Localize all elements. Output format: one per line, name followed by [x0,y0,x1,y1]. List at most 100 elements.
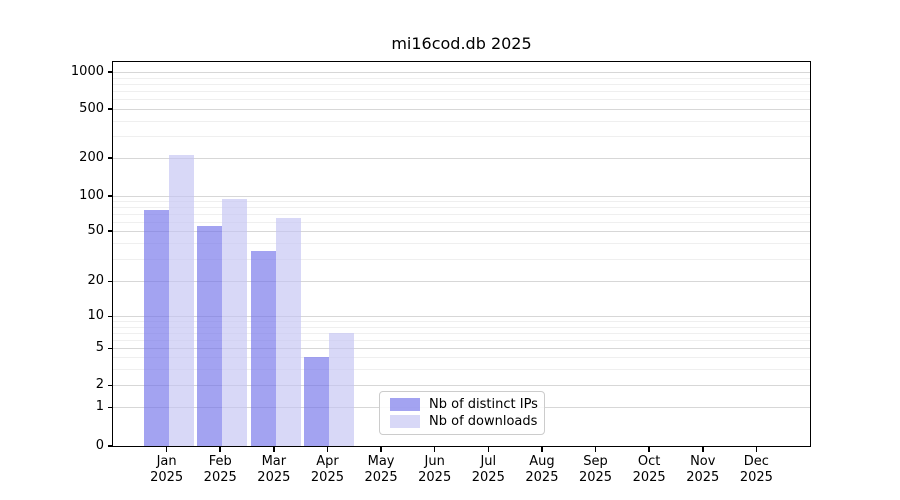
gridline-minor [113,326,810,328]
legend-label-downloads: Nb of downloads [429,414,538,430]
x-tick-mark-dec [755,447,758,452]
gridline-minor [113,207,810,209]
x-tick-year: 2025 [471,470,505,485]
gridline-minor [113,332,810,334]
gridline-major [113,72,810,74]
y-tick-mark-1000 [108,71,113,73]
gridline-minor [113,222,810,223]
gridline-minor [113,259,810,261]
x-tick-month: Oct [637,454,661,469]
x-tick-mark-jan [165,447,168,452]
gridline-minor [113,243,810,245]
gridline-major [113,196,810,198]
legend-swatch-downloads [390,415,420,429]
x-tick-month: Apr [316,454,339,469]
gridline-major [113,158,810,160]
x-tick-label-jan: Jan 2025 [137,454,197,486]
y-tick-mark-500 [108,108,113,110]
x-tick-month: Dec [743,454,769,469]
x-tick-month: May [367,454,395,469]
x-tick-label-sep: Sep 2025 [566,454,626,486]
legend-item-downloads: Nb of downloads [390,414,538,430]
legend-label-distinct-ips: Nb of distinct IPs [429,396,538,412]
y-tick-label-10: 10 [87,308,104,324]
gridline-minor [113,99,810,101]
gridline-minor [113,321,810,323]
x-tick-label-nov: Nov 2025 [673,454,733,486]
chart-title: mi16cod.db 2025 [391,34,532,53]
legend-item-distinct-ips: Nb of distinct IPs [390,396,538,412]
x-tick-month: Aug [529,454,555,469]
x-tick-year: 2025 [525,470,559,485]
y-tick-label-20: 20 [87,273,104,289]
bar-distinct-ips-mar [250,250,276,446]
y-tick-mark-5 [108,347,113,350]
y-tick-label-50: 50 [87,223,104,239]
y-tick-label-0: 0 [95,438,104,453]
y-tick-mark-20 [108,280,113,283]
x-tick-mark-feb [219,447,221,452]
x-tick-label-may: May 2025 [351,454,411,486]
x-tick-month: Mar [261,454,287,469]
x-tick-year: 2025 [418,470,452,485]
gridline-minor [113,339,810,341]
x-tick-mark-sep [594,447,597,452]
x-tick-mark-apr [326,447,329,452]
x-tick-year: 2025 [686,470,720,485]
x-tick-label-oct: Oct 2025 [619,454,679,486]
legend: Nb of distinct IPs Nb of downloads [379,391,545,435]
x-tick-month: Jul [480,454,497,469]
gridline-minor [113,77,810,79]
x-tick-month: Jan [156,454,177,469]
gridline-major [113,316,810,318]
bar-downloads-mar [275,217,301,446]
x-tick-mark-jul [487,447,490,452]
gridline-major [113,109,810,111]
x-tick-mark-jun [433,447,436,452]
y-tick-mark-100 [108,195,113,197]
bar-downloads-apr [329,332,355,446]
gridline-minor [113,214,810,216]
x-tick-year: 2025 [739,470,773,485]
x-tick-label-apr: Apr 2025 [297,454,357,486]
x-tick-year: 2025 [257,470,291,485]
y-tick-mark-10 [108,315,113,318]
x-tick-month: Sep [583,454,608,469]
x-tick-mark-nov [702,447,704,452]
gridline-minor [113,91,810,93]
gridline-major [113,231,810,233]
x-tick-month: Feb [208,454,232,469]
x-tick-year: 2025 [150,470,184,485]
gridline-minor [113,369,810,371]
x-tick-label-jul: Jul 2025 [458,454,518,486]
gridline-minor [113,136,810,138]
x-tick-month: Nov [690,454,716,469]
y-tick-label-500: 500 [79,101,104,117]
bar-distinct-ips-jan [143,210,169,446]
x-tick-label-dec: Dec 2025 [726,454,786,486]
y-tick-mark-0 [108,445,113,447]
y-tick-label-1: 1 [95,399,104,415]
bar-distinct-ips-feb [197,226,223,446]
bar-distinct-ips-apr [304,357,330,446]
y-tick-mark-1 [108,406,113,409]
x-tick-year: 2025 [364,470,398,485]
plot-area [113,62,810,446]
y-tick-label-1000: 1000 [70,64,104,80]
y-tick-label-2: 2 [95,377,104,393]
x-tick-label-feb: Feb 2025 [190,454,250,486]
y-tick-mark-50 [108,230,113,232]
gridline-major [113,281,810,283]
y-tick-label-200: 200 [79,150,104,166]
gridline-major [113,348,810,350]
x-tick-mark-may [380,447,382,452]
y-tick-mark-2 [108,384,113,387]
bar-downloads-feb [222,198,248,446]
x-tick-month: Jun [424,454,445,469]
gridline-minor [113,83,810,85]
x-tick-year: 2025 [310,470,344,485]
y-tick-mark-200 [108,157,113,159]
x-tick-year: 2025 [578,470,613,485]
x-tick-label-mar: Mar 2025 [244,454,304,486]
